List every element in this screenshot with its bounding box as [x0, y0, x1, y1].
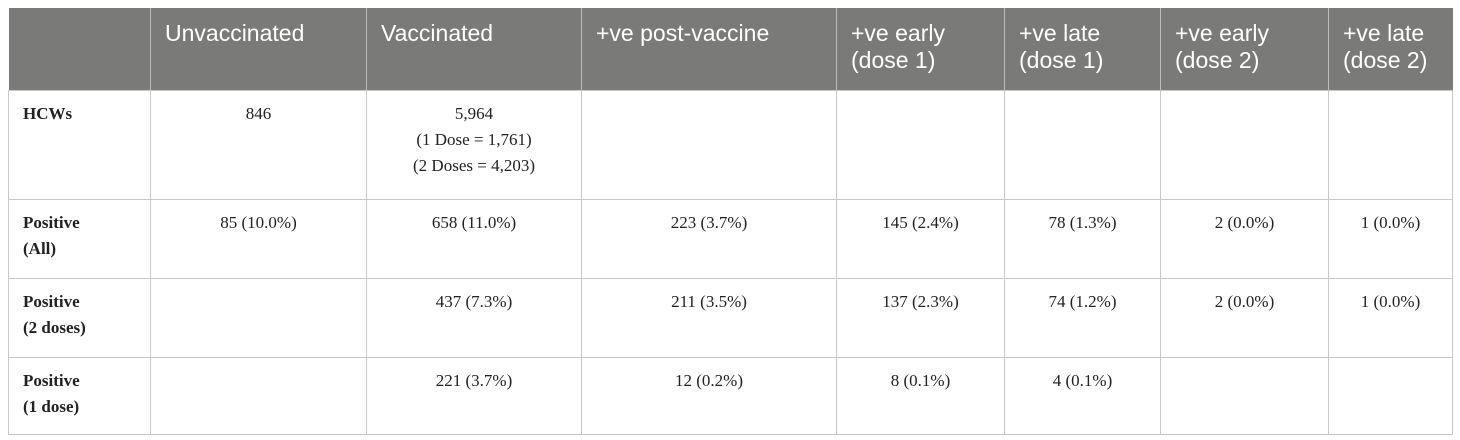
cell-line: 1 (0.0%)	[1360, 213, 1421, 232]
row-label: HCWs	[8, 90, 151, 200]
table-cell: 5,964 (1 Dose = 1,761) (2 Doses = 4,203)	[366, 90, 582, 200]
header-row: Unvaccinated Vaccinated +ve post-vaccine…	[8, 8, 1453, 91]
table-cell: 2 (0.0%)	[1160, 199, 1329, 279]
header-line: (dose 1)	[1019, 47, 1104, 73]
row-label: Positive (All)	[8, 199, 151, 279]
header-line: (dose 2)	[1175, 47, 1260, 73]
table-cell: 223 (3.7%)	[581, 199, 837, 279]
table-cell: 1 (0.0%)	[1328, 278, 1453, 358]
cell-line: 223 (3.7%)	[670, 213, 748, 232]
header-cell-vaccinated: Vaccinated	[366, 8, 582, 91]
table-cell	[1328, 357, 1453, 435]
cell-line: 2 (0.0%)	[1214, 292, 1275, 311]
table-cell: 137 (2.3%)	[836, 278, 1005, 358]
cell-line: (1 Dose = 1,761)	[416, 130, 532, 149]
cell-line: 145 (2.4%)	[882, 213, 959, 232]
cell-line: 85 (10.0%)	[220, 213, 297, 232]
table-cell: 1 (0.0%)	[1328, 199, 1453, 279]
table-cell: 437 (7.3%)	[366, 278, 582, 358]
table-cell: 211 (3.5%)	[581, 278, 837, 358]
header-line: +ve early	[1175, 20, 1269, 46]
table-cell: 2 (0.0%)	[1160, 278, 1329, 358]
row-label: Positive (1 dose)	[8, 357, 151, 435]
header-line: +ve early	[851, 20, 945, 46]
row-label-line: (All)	[23, 239, 57, 258]
header-cell-early-dose1: +ve early (dose 1)	[836, 8, 1005, 91]
table-cell	[1328, 90, 1453, 200]
table-cell: 85 (10.0%)	[150, 199, 367, 279]
header-cell-unvaccinated: Unvaccinated	[150, 8, 367, 91]
cell-line: 4 (0.1%)	[1052, 371, 1113, 390]
header-cell-late-dose2: +ve late (dose 2)	[1328, 8, 1453, 91]
table-header: Unvaccinated Vaccinated +ve post-vaccine…	[8, 8, 1453, 91]
cell-line: 8 (0.1%)	[890, 371, 951, 390]
header-line: (dose 1)	[851, 47, 936, 73]
cell-line: (2 Doses = 4,203)	[413, 156, 535, 175]
header-cell-corner	[8, 8, 151, 91]
cell-line: 5,964	[454, 104, 494, 123]
row-label-line: (1 dose)	[23, 397, 80, 416]
table-cell: 12 (0.2%)	[581, 357, 837, 435]
table-container: Unvaccinated Vaccinated +ve post-vaccine…	[8, 8, 1453, 435]
row-label-line: HCWs	[23, 104, 73, 123]
header-line: (dose 2)	[1343, 47, 1428, 73]
table-cell	[150, 278, 367, 358]
table-cell: 846	[150, 90, 367, 200]
row-label: Positive (2 doses)	[8, 278, 151, 358]
row-label-line: Positive	[23, 213, 80, 232]
data-table: Unvaccinated Vaccinated +ve post-vaccine…	[8, 8, 1453, 435]
header-line: +ve late	[1343, 20, 1425, 46]
header-line: Vaccinated	[381, 20, 494, 46]
table-cell: 78 (1.3%)	[1004, 199, 1161, 279]
header-line: +ve late	[1019, 20, 1101, 46]
cell-line: 1 (0.0%)	[1360, 292, 1421, 311]
table-row: Positive (1 dose) 221 (3.7%) 12 (0.2%) 8 …	[8, 357, 1453, 435]
cell-line: 658 (11.0%)	[431, 213, 517, 232]
table-row: Positive (All) 85 (10.0%) 658 (11.0%) 223…	[8, 199, 1453, 279]
header-line: Unvaccinated	[165, 20, 305, 46]
row-label-line: Positive	[23, 292, 80, 311]
header-cell-positive-post-vaccine: +ve post-vaccine	[581, 8, 837, 91]
row-label-line: Positive	[23, 371, 80, 390]
cell-line: 2 (0.0%)	[1214, 213, 1275, 232]
header-line: +ve post-vaccine	[596, 20, 770, 46]
cell-line: 137 (2.3%)	[882, 292, 959, 311]
table-row: HCWs 846 5,964 (1 Dose = 1,761) (2 Doses…	[8, 90, 1453, 200]
table-cell	[1160, 357, 1329, 435]
table-cell	[1160, 90, 1329, 200]
cell-line: 78 (1.3%)	[1048, 213, 1117, 232]
table-cell	[150, 357, 367, 435]
cell-line: 846	[245, 104, 272, 123]
table-row: Positive (2 doses) 437 (7.3%) 211 (3.5%) …	[8, 278, 1453, 358]
header-cell-late-dose1: +ve late (dose 1)	[1004, 8, 1161, 91]
row-label-line: (2 doses)	[23, 318, 86, 337]
cell-line: 211 (3.5%)	[671, 292, 747, 311]
cell-line: 74 (1.2%)	[1048, 292, 1117, 311]
table-cell: 658 (11.0%)	[366, 199, 582, 279]
header-cell-early-dose2: +ve early (dose 2)	[1160, 8, 1329, 91]
cell-line: 437 (7.3%)	[435, 292, 513, 311]
cell-line: 221 (3.7%)	[435, 371, 513, 390]
table-cell: 8 (0.1%)	[836, 357, 1005, 435]
cell-line: 12 (0.2%)	[675, 371, 743, 390]
table-cell: 4 (0.1%)	[1004, 357, 1161, 435]
table-cell	[581, 90, 837, 200]
table-cell: 74 (1.2%)	[1004, 278, 1161, 358]
table-cell: 145 (2.4%)	[836, 199, 1005, 279]
table-cell: 221 (3.7%)	[366, 357, 582, 435]
table-body: HCWs 846 5,964 (1 Dose = 1,761) (2 Doses…	[8, 90, 1453, 435]
table-cell	[1004, 90, 1161, 200]
table-cell	[836, 90, 1005, 200]
